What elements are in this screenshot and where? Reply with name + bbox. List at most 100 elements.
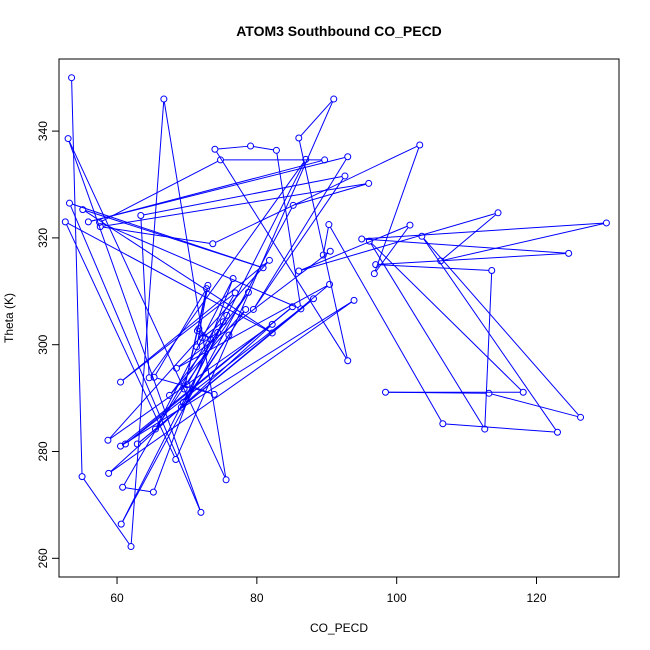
y-tick-label: 340 — [36, 121, 50, 141]
data-point — [326, 280, 334, 288]
x-tick-label: 120 — [526, 591, 546, 605]
series-segment — [68, 141, 226, 478]
x-tick-label: 80 — [250, 591, 264, 605]
data-point — [247, 142, 255, 150]
series-segment — [423, 238, 579, 416]
data-point — [229, 274, 237, 282]
y-axis-label: Theta (K) — [2, 293, 16, 343]
y-tick-label: 280 — [36, 441, 50, 461]
series-segment — [276, 153, 301, 307]
series-segment — [122, 261, 268, 381]
series-segment — [215, 145, 418, 243]
series-segment — [378, 253, 566, 265]
series-segment — [364, 222, 604, 240]
data-point — [210, 390, 218, 398]
data-point — [565, 249, 573, 257]
series-segment — [85, 210, 261, 268]
data-point — [64, 135, 72, 143]
series-lines — [66, 80, 604, 545]
data-point — [365, 237, 373, 245]
data-point — [216, 156, 224, 164]
data-point — [418, 232, 426, 240]
data-point — [437, 257, 445, 265]
data-point — [117, 520, 125, 528]
data-point — [268, 320, 276, 328]
data-point — [365, 179, 373, 187]
series-segment — [176, 101, 334, 457]
series-points — [61, 74, 610, 551]
series-segment — [101, 160, 219, 222]
data-point — [207, 335, 215, 343]
data-point — [309, 295, 317, 303]
series-segment — [184, 337, 228, 401]
series-segment — [196, 288, 208, 344]
data-point — [244, 288, 252, 296]
data-point — [577, 413, 585, 421]
data-point — [211, 145, 219, 153]
series-segment — [301, 225, 408, 271]
series-segment — [370, 243, 484, 427]
data-point — [350, 296, 358, 304]
x-axis: 60 80 100 120 — [110, 577, 547, 605]
series-segment — [218, 324, 223, 330]
data-point — [488, 266, 496, 274]
data-point — [406, 221, 414, 229]
data-point — [84, 218, 92, 226]
series-segment — [184, 288, 208, 387]
series-segment — [295, 183, 366, 205]
x-axis-label: CO_PECD — [310, 621, 368, 635]
series-segment — [323, 227, 329, 253]
series-segment — [122, 207, 293, 522]
data-point — [416, 141, 424, 149]
series-segment — [200, 330, 209, 338]
data-point — [295, 134, 303, 142]
series-segment — [300, 100, 333, 137]
data-point — [133, 440, 141, 448]
data-point — [203, 285, 211, 293]
data-point — [219, 318, 227, 326]
data-point — [137, 211, 145, 219]
series-segment — [103, 183, 366, 227]
series-segment — [156, 294, 248, 427]
data-point — [117, 442, 125, 450]
x-tick-label: 100 — [387, 591, 407, 605]
data-point — [494, 209, 502, 217]
series-segment — [127, 300, 312, 443]
series-segment — [484, 273, 493, 427]
series-segment — [156, 280, 233, 427]
data-point — [289, 303, 297, 311]
data-point — [259, 264, 267, 272]
data-point — [193, 343, 201, 351]
y-tick-label: 300 — [36, 334, 50, 354]
data-point — [149, 488, 157, 496]
series-segment — [102, 223, 299, 309]
series-segment — [491, 393, 578, 418]
series-segment — [364, 238, 566, 254]
data-point — [150, 373, 158, 381]
y-axis: 260 280 300 320 340 — [36, 121, 59, 568]
data-point — [204, 281, 212, 289]
series-segment — [371, 242, 522, 391]
series-segment — [103, 226, 210, 244]
x-tick-label: 60 — [110, 591, 124, 605]
data-point — [104, 436, 112, 444]
series-segment — [445, 423, 555, 433]
data-point — [119, 483, 127, 491]
data-point — [341, 172, 349, 180]
data-point — [78, 473, 86, 481]
data-point — [172, 364, 180, 372]
data-point — [160, 95, 168, 103]
series-segment — [388, 391, 486, 394]
data-point — [602, 219, 610, 227]
data-point — [209, 240, 217, 248]
data-point — [372, 261, 380, 269]
data-point — [481, 425, 489, 433]
data-point — [172, 456, 180, 464]
data-point — [145, 374, 153, 382]
series-segment — [198, 333, 216, 346]
series-segment — [442, 214, 497, 260]
data-point — [249, 305, 257, 313]
data-point — [96, 223, 104, 231]
data-point — [553, 428, 561, 436]
